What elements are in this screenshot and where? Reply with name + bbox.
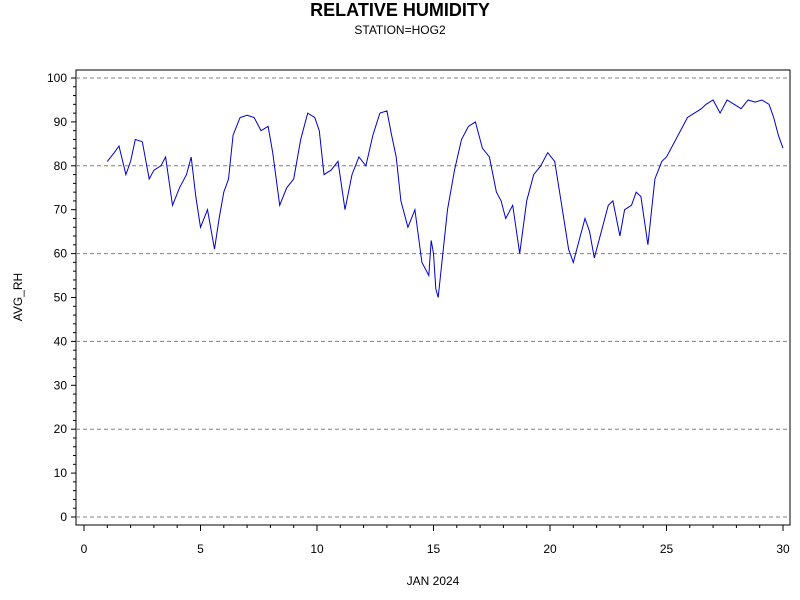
x-tick-label: 5 [197, 542, 204, 556]
y-tick-label: 40 [54, 334, 68, 348]
y-axis-label: AVG_RH [11, 273, 25, 321]
x-tick-label: 30 [776, 542, 790, 556]
chart-title: RELATIVE HUMIDITY [310, 0, 490, 20]
x-tick-label: 10 [310, 542, 324, 556]
y-axis: 0 10 20 30 40 50 60 70 80 90 100 [47, 71, 76, 524]
x-tick-label: 25 [660, 542, 674, 556]
grid-lines [76, 77, 790, 518]
x-tick-label: 0 [81, 542, 88, 556]
y-tick-label: 20 [54, 422, 68, 436]
plot-frame [75, 69, 791, 526]
y-tick-label: 10 [54, 466, 68, 480]
y-tick-label: 0 [60, 510, 67, 524]
y-tick-label: 60 [54, 247, 68, 261]
series-line-avg-rh [106, 99, 784, 298]
y-tick-label: 30 [54, 378, 68, 392]
y-tick-label: 50 [54, 291, 68, 305]
y-tick-label: 90 [54, 115, 68, 129]
x-axis-label: JAN 2024 [407, 574, 460, 588]
x-tick-label: 20 [543, 542, 557, 556]
y-tick-label: 70 [54, 203, 68, 217]
y-tick-label: 80 [54, 159, 68, 173]
chart-subtitle: STATION=HOG2 [354, 23, 446, 37]
x-tick-label: 15 [427, 542, 441, 556]
x-axis: 0 5 10 15 20 25 30 [81, 525, 790, 556]
y-tick-label: 100 [47, 71, 67, 85]
